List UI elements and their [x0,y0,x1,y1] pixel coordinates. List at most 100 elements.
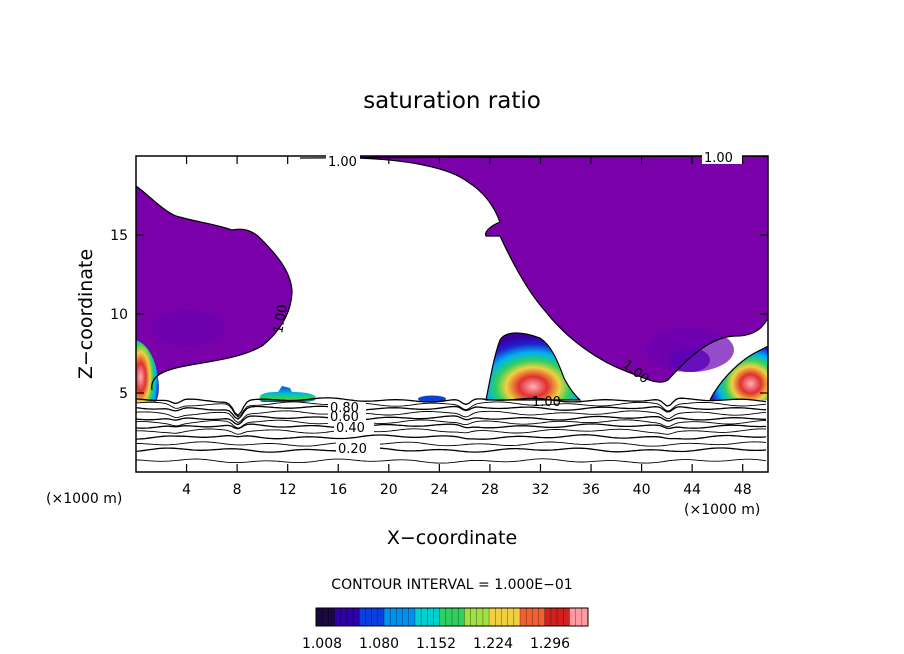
contour-line [136,458,767,464]
colorbar-cell [563,608,570,626]
colorbar-cell [507,608,515,626]
colorbar-cell [458,608,465,626]
colorbar-tick-label: 1.296 [530,636,570,652]
x-axis-label: X−coordinate [386,527,518,549]
colorbar-cell [346,608,354,626]
colorbar-cell [532,608,540,626]
colorbar-cell [452,608,459,626]
contour-1-00-center [485,332,582,401]
colorbar-cell [390,608,397,626]
contour-1-00-upper-right [357,157,768,383]
colorbar-tick-label: 1.152 [416,636,456,652]
colorbar: 1.008 1.080 1.152 1.224 1.296 [302,607,589,652]
contour-1-00-upper-left [136,185,293,391]
small-cell-x23 [418,395,446,403]
contour-line [136,428,767,435]
faint-core-left [152,310,224,346]
contour-label-0-20: 0.20 [338,442,367,457]
colorbar-cell [316,608,323,626]
plume-right [710,346,768,400]
colorbar-cell [520,608,527,626]
colorbar-cell [544,608,552,626]
x-tick-label: 40 [633,482,651,498]
colorbar-cell [439,608,447,626]
contour-line [136,434,767,440]
x-tick-label: 4 [182,482,191,498]
colorbar-cell [581,608,589,626]
plume-left [136,340,159,402]
colorbar-tick-label: 1.224 [473,636,513,652]
x-tick-label: 24 [430,482,448,498]
colorbar-cell [377,608,385,626]
x-tick-label: 32 [532,482,550,498]
plume-center [486,333,580,400]
contour-1-00-right [709,345,768,401]
colorbar-cell [408,608,416,626]
colorbar-cell [445,608,453,626]
colorbar-cell [328,608,336,626]
colorbar-cell [513,608,521,626]
colorbar-cell [340,608,348,626]
colorbar-cell [414,608,422,626]
colorbar-cell [396,608,404,626]
x-tick-label: 28 [481,482,499,498]
x-tick-label: 8 [233,482,242,498]
colorbar-cell [353,608,360,626]
x-tick-label: 12 [279,482,297,498]
contour-interval-text: CONTOUR INTERVAL = 1.000E−01 [331,577,573,593]
colorbar-cell [421,608,428,626]
colorbar-cell [476,608,484,626]
faint-core-right-inner [670,348,710,372]
colorbar-cell [526,608,533,626]
small-cell-x12 [259,386,316,402]
contour-line [136,405,767,420]
contour-line [136,401,767,418]
colorbar-cell [501,608,509,626]
colorbar-cell [359,608,366,626]
contour-label-0-40: 0.40 [336,421,365,436]
y-tick-label: 15 [110,228,128,244]
y-tick-label: 10 [110,307,128,323]
colorbar-cell [557,608,564,626]
contour-line [136,441,767,447]
colorbar-cell [334,608,342,626]
x-tick-label: 16 [329,482,347,498]
contour-line [136,415,766,426]
colorbar-tick-label: 1.080 [359,636,399,652]
colorbar-cell [575,608,583,626]
chart-title: saturation ratio [363,88,541,114]
contour-line [136,447,767,453]
colorbar-cell [550,608,558,626]
colorbar-cell [371,608,379,626]
contour-line [136,397,767,417]
colorbar-cell [569,608,577,626]
colorbar-cell [433,608,441,626]
x-tick-label: 44 [683,482,701,498]
contour-lines [136,397,767,464]
x-unit-label-right: (×1000 m) [684,502,761,518]
supersaturated-region-upper-right [358,156,768,383]
colorbar-cell [402,608,410,626]
x-unit-label-left: (×1000 m) [46,491,123,507]
colorbar-tick-label: 1.008 [302,636,342,652]
colorbar-cell [365,608,373,626]
x-tick-label: 36 [582,482,600,498]
colorbar-cell [482,608,490,626]
contour-label-plume-center: 1.00 [532,395,561,410]
contour-fills [136,156,768,403]
colorbar-frame [315,607,589,627]
colorbar-cell [495,608,502,626]
contour-label-left-edge: 1.00 [271,304,291,335]
x-tick-label: 20 [380,482,398,498]
colorbar-cell [384,608,391,626]
colorbar-cell [538,608,546,626]
contour-label-top-right: 1.00 [704,151,733,166]
x-tick-label: 48 [734,482,752,498]
colorbar-cell [322,608,329,626]
y-tick-label: 5 [119,386,128,402]
colorbar-cell [464,608,472,626]
colorbar-cell [489,608,496,626]
contour-line [136,423,767,430]
